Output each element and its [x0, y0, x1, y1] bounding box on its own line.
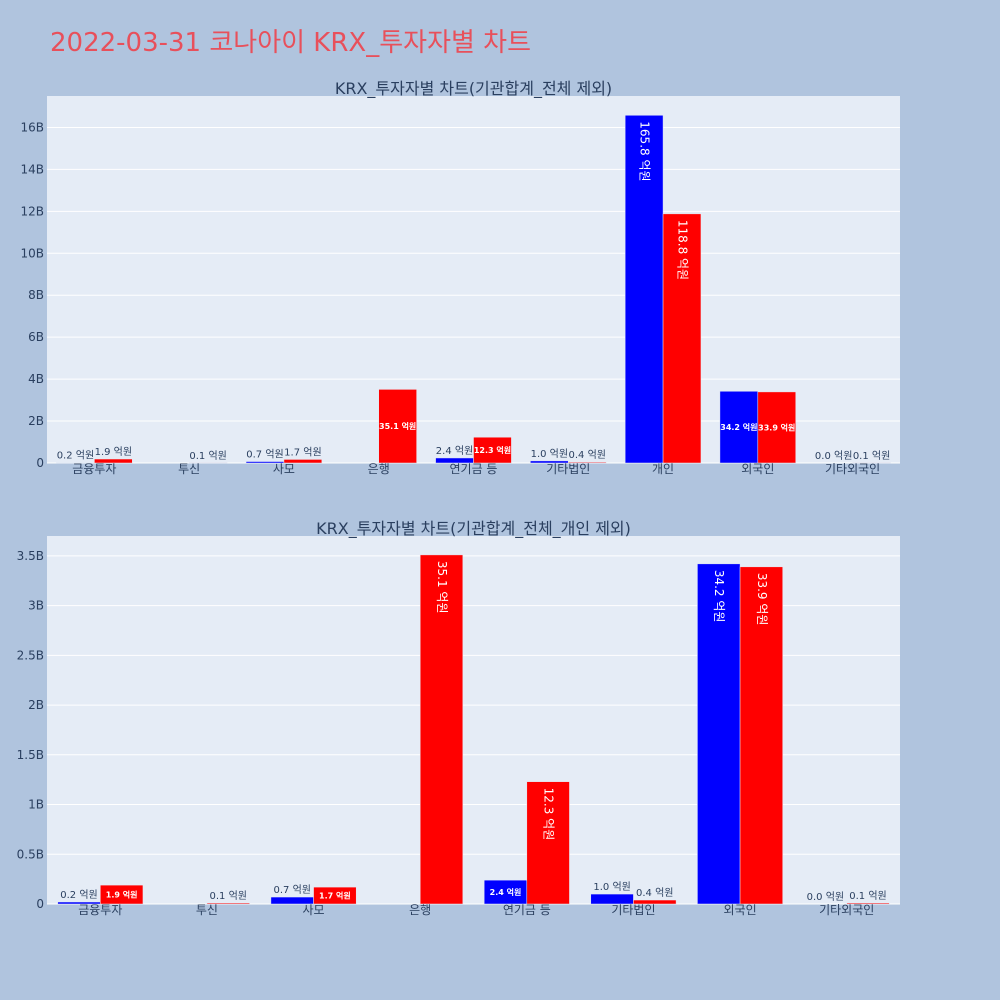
sell-bar — [633, 899, 677, 905]
x-tick-label: 금융투자 — [78, 903, 122, 917]
buy-bar — [245, 461, 285, 464]
buy-bar — [697, 563, 741, 905]
sell-bar — [94, 458, 133, 464]
data-label: 35.1 억원 — [435, 561, 449, 614]
data-label: 0.2 억원 — [60, 889, 97, 901]
y-tick-label: 0.5B — [17, 847, 44, 861]
data-label: 1.0 억원 — [593, 881, 630, 893]
y-tick-label: 0 — [36, 456, 44, 470]
y-tick-label: 10B — [20, 246, 44, 260]
data-label: 0.7 억원 — [273, 884, 310, 896]
data-label: 34.2 억원 — [720, 422, 757, 432]
x-tick-label: 연기금 등 — [503, 903, 551, 917]
y-tick-label: 1B — [28, 798, 44, 812]
sell-bar — [526, 781, 570, 905]
data-label: 0.1 억원 — [853, 450, 890, 462]
sell-bar — [473, 436, 512, 464]
data-label: 1.7 억원 — [319, 891, 351, 901]
data-label: 1.9 억원 — [106, 890, 138, 900]
buy-bar — [270, 896, 314, 905]
y-tick-label: 4B — [28, 372, 44, 386]
x-tick-label: 개인 — [652, 462, 674, 476]
x-tick-label: 투신 — [196, 903, 218, 917]
sell-bar — [313, 886, 357, 905]
data-label: 2.4 억원 — [490, 887, 522, 897]
sell-bar — [419, 554, 464, 905]
sell-bar — [283, 459, 323, 464]
chart-title: KRX_투자자별 차트(기관합계_전체_개인 제외) — [316, 519, 631, 539]
data-label: 0.1 억원 — [849, 890, 886, 902]
data-label: 34.2 억원 — [712, 570, 726, 623]
data-label: 1.9 억원 — [95, 446, 132, 458]
data-label: 0.0 억원 — [815, 450, 852, 462]
sell-bar — [206, 902, 250, 905]
data-label: 0.2 억원 — [57, 450, 94, 462]
x-tick-label: 사모 — [303, 903, 325, 917]
data-label: 1.0 억원 — [531, 448, 568, 460]
x-tick-label: 기타법인 — [611, 903, 655, 917]
x-tick-label: 기타법인 — [546, 462, 590, 476]
data-label: 2.4 억원 — [436, 445, 473, 457]
y-tick-label: 1.5B — [17, 748, 44, 762]
sell-bar — [378, 389, 417, 464]
x-tick-label: 사모 — [273, 462, 295, 476]
data-label: 33.9 억원 — [755, 573, 769, 626]
y-tick-label: 8B — [28, 288, 44, 302]
x-tick-label: 외국인 — [724, 903, 757, 917]
buy-bar — [57, 901, 101, 905]
buy-bar — [719, 391, 759, 464]
data-label: 0.1 억원 — [210, 890, 247, 902]
x-tick-label: 기타외국인 — [825, 462, 880, 476]
data-label: 12.3 억원 — [474, 445, 511, 455]
chart-title: KRX_투자자별 차트(기관합계_전체 제외) — [335, 79, 612, 99]
x-tick-label: 투신 — [178, 462, 200, 476]
y-tick-label: 6B — [28, 330, 44, 344]
data-label: 0.4 억원 — [636, 887, 673, 899]
sell-bar — [846, 902, 890, 905]
data-label: 35.1 억원 — [379, 421, 416, 431]
y-tick-label: 2.5B — [17, 648, 44, 662]
page-title: 2022-03-31 코나아이 KRX_투자자별 차트 — [50, 28, 532, 58]
data-label: 0.7 억원 — [246, 449, 283, 461]
x-tick-label: 은행 — [368, 461, 390, 476]
data-label: 33.9 억원 — [758, 422, 795, 432]
y-tick-label: 16B — [20, 120, 44, 134]
sell-bar — [757, 391, 796, 464]
sell-bar — [100, 884, 144, 905]
data-label: 0.0 억원 — [807, 891, 844, 903]
y-tick-label: 2B — [28, 414, 44, 428]
data-label: 1.7 억원 — [284, 446, 321, 458]
x-tick-label: 은행 — [409, 902, 431, 917]
x-tick-label: 금융투자 — [72, 462, 116, 476]
y-tick-label: 3.5B — [17, 549, 44, 563]
sell-bar — [662, 213, 702, 464]
sell-bar — [739, 566, 783, 905]
data-label: 165.8 억원 — [638, 121, 652, 181]
buy-bar — [530, 460, 569, 464]
x-tick-label: 기타외국인 — [819, 903, 874, 917]
data-label: 12.3 억원 — [542, 788, 556, 841]
y-tick-label: 14B — [20, 162, 44, 176]
buy-bar — [435, 457, 474, 464]
buy-bar — [590, 893, 634, 905]
x-tick-label: 연기금 등 — [450, 462, 498, 476]
data-label: 0.4 억원 — [568, 449, 605, 461]
y-tick-label: 2B — [28, 698, 44, 712]
x-tick-label: 외국인 — [741, 462, 774, 476]
data-label: 0.1 억원 — [189, 450, 226, 462]
y-tick-label: 0 — [36, 897, 44, 911]
sell-bar — [568, 461, 607, 464]
buy-bar — [624, 115, 664, 464]
data-label: 118.8 억원 — [676, 220, 690, 280]
y-tick-label: 3B — [28, 599, 44, 613]
y-tick-label: 12B — [20, 204, 44, 218]
